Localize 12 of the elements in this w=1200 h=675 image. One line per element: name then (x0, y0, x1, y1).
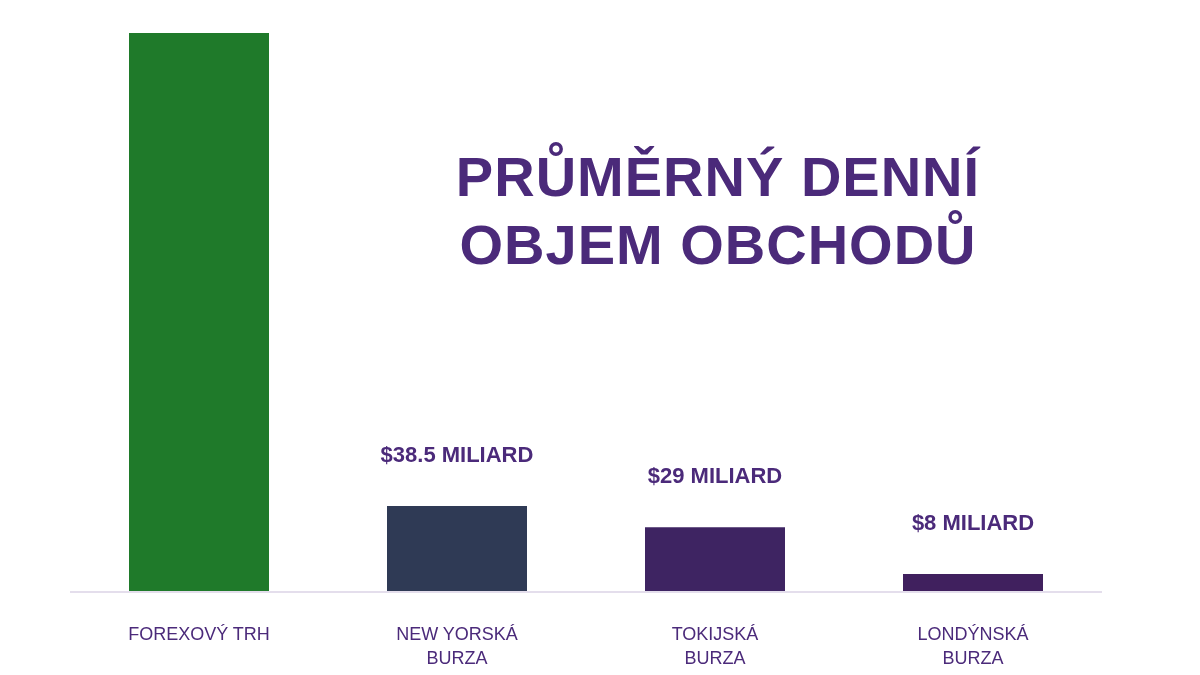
bar (903, 574, 1043, 592)
data-label: $8 MILIARD (911, 510, 1035, 536)
bar (387, 505, 527, 592)
x-tick-label: FOREXOVÝ TRH (128, 624, 270, 644)
x-tick-label: NEW YORSKÁ BURZA (396, 624, 518, 668)
x-tick-label: TOKIJSKÁ BURZA (671, 624, 759, 668)
bar (129, 33, 269, 592)
bar (645, 527, 785, 592)
x-tick-label: LONDÝNSKÁ BURZA (917, 624, 1029, 668)
text: PRŮMĚRNÝ DENNÍ OBJEM OBCHODŮ (454, 143, 982, 278)
data-label: $29 MILIARD (647, 463, 783, 489)
data-label: $38.5 MILIARD (380, 441, 534, 467)
